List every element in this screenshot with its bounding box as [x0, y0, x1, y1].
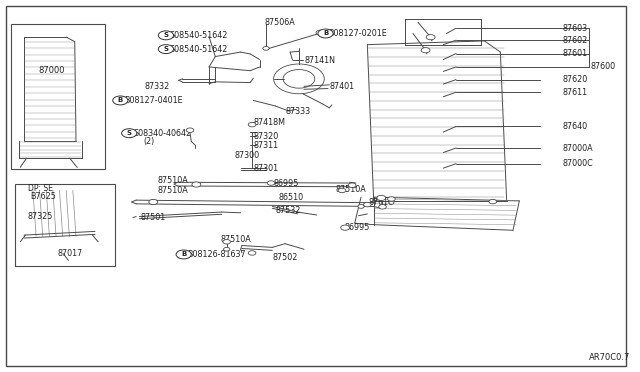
Circle shape	[379, 205, 387, 209]
Text: 87602: 87602	[563, 36, 588, 45]
Text: S: S	[163, 32, 168, 38]
Text: B08127-0401E: B08127-0401E	[124, 96, 183, 105]
Text: S08540-51642: S08540-51642	[170, 31, 228, 40]
Text: 87502: 87502	[273, 253, 298, 262]
Text: S08340-40642: S08340-40642	[133, 129, 191, 138]
Text: 86995: 86995	[344, 223, 370, 232]
Text: 87603: 87603	[563, 24, 588, 33]
Text: 87532: 87532	[275, 206, 301, 215]
Text: 87600: 87600	[590, 62, 616, 71]
Text: B08127-0201E: B08127-0201E	[328, 29, 387, 38]
Text: 87300: 87300	[234, 151, 259, 160]
Text: S08540-51642: S08540-51642	[170, 45, 228, 54]
Text: 87510A: 87510A	[157, 176, 188, 185]
Text: 86995: 86995	[274, 179, 299, 187]
Bar	[15, 184, 115, 266]
Circle shape	[268, 181, 275, 185]
Circle shape	[388, 197, 396, 201]
Text: (2): (2)	[143, 137, 154, 146]
Circle shape	[389, 201, 394, 204]
Text: 87301: 87301	[253, 164, 278, 173]
Text: 87601: 87601	[563, 49, 588, 58]
Circle shape	[223, 240, 230, 244]
Text: 87510A: 87510A	[335, 185, 367, 194]
Text: 87333: 87333	[285, 107, 310, 116]
Circle shape	[223, 247, 230, 251]
Circle shape	[158, 45, 173, 54]
Text: 87401: 87401	[330, 82, 355, 91]
Text: 87332: 87332	[145, 82, 170, 91]
Text: B: B	[181, 251, 186, 257]
Circle shape	[248, 122, 256, 127]
Circle shape	[113, 96, 128, 105]
Text: 87418M: 87418M	[253, 118, 285, 126]
Circle shape	[364, 202, 371, 207]
Circle shape	[316, 30, 325, 35]
Text: DP: SE: DP: SE	[28, 185, 52, 193]
Circle shape	[318, 29, 333, 38]
Circle shape	[149, 199, 157, 205]
Text: 87616: 87616	[369, 198, 394, 207]
Circle shape	[192, 182, 201, 187]
Text: B7625: B7625	[31, 192, 56, 201]
Text: 87506A: 87506A	[265, 18, 296, 27]
Bar	[12, 24, 105, 169]
Text: 87000: 87000	[38, 66, 65, 75]
Circle shape	[421, 48, 430, 53]
Text: 87325: 87325	[28, 212, 53, 221]
Text: 87611: 87611	[563, 88, 588, 97]
Circle shape	[176, 250, 191, 259]
Text: 87311: 87311	[253, 141, 278, 150]
Text: 87017: 87017	[57, 249, 83, 258]
Circle shape	[338, 188, 346, 193]
Text: 87510A: 87510A	[220, 235, 251, 244]
Text: 86510: 86510	[278, 193, 304, 202]
Circle shape	[340, 225, 349, 230]
Text: 87640: 87640	[563, 122, 588, 131]
Text: B: B	[323, 31, 328, 36]
Text: 87320: 87320	[253, 132, 278, 141]
Circle shape	[248, 251, 256, 255]
Circle shape	[263, 46, 269, 50]
Text: 87620: 87620	[563, 75, 588, 84]
Text: 87510A: 87510A	[157, 186, 188, 195]
Circle shape	[489, 199, 497, 204]
Circle shape	[426, 35, 435, 40]
Text: 87000A: 87000A	[563, 144, 593, 153]
Circle shape	[158, 31, 173, 40]
Text: B08126-81637: B08126-81637	[188, 250, 246, 259]
Circle shape	[186, 128, 194, 132]
Text: AR70C0.7: AR70C0.7	[589, 353, 630, 362]
Text: 87000C: 87000C	[563, 159, 593, 168]
Text: S: S	[127, 130, 132, 136]
Text: 87501: 87501	[141, 213, 166, 222]
Circle shape	[377, 195, 386, 201]
Text: B: B	[118, 97, 123, 103]
Circle shape	[122, 129, 137, 138]
Text: S: S	[163, 46, 168, 52]
Text: 87141N: 87141N	[304, 56, 335, 65]
Circle shape	[358, 205, 364, 208]
Circle shape	[348, 183, 356, 187]
